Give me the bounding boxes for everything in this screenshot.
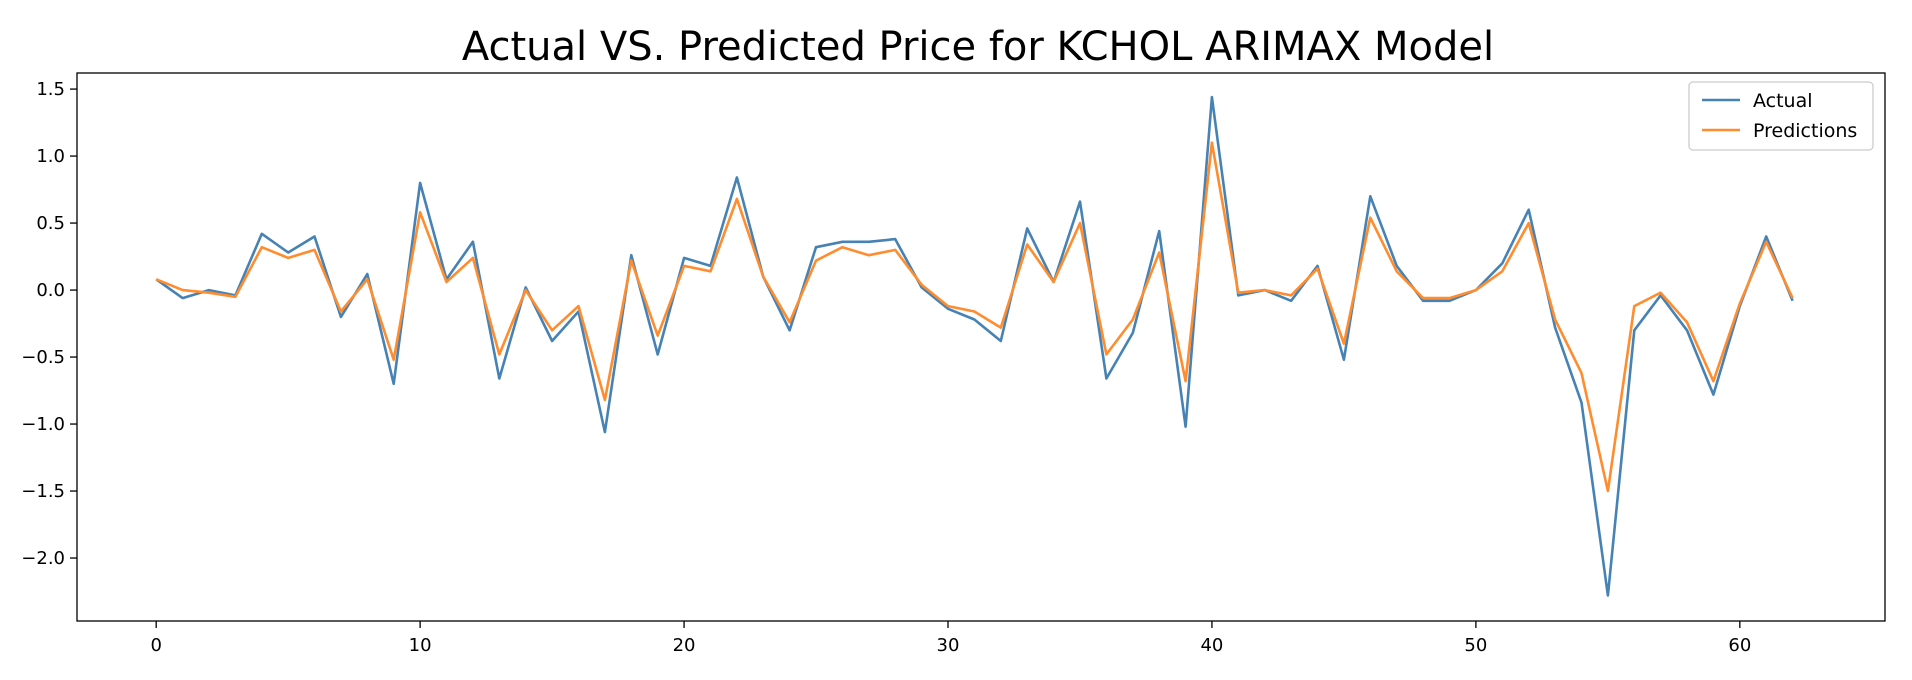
series-line-predictions bbox=[155, 141, 1794, 493]
axis-ticks: 0 10 20 30 40 50 60 1.5 1.0 0.5 0.0 −0.5 −1.0 −1.5 −2.… bbox=[21, 79, 1751, 656]
x-tick-label: 10 bbox=[409, 635, 432, 656]
y-tick-label: 1.0 bbox=[36, 146, 65, 167]
x-tick-label: 0 bbox=[150, 635, 161, 656]
x-tick-label: 40 bbox=[1200, 635, 1223, 656]
x-tick-label: 50 bbox=[1464, 635, 1487, 656]
chart-title: Actual VS. Predicted Price for KCHOL ARI… bbox=[462, 24, 1494, 70]
series-line-actual bbox=[155, 95, 1794, 597]
legend-predictions-label: Predictions bbox=[1753, 120, 1857, 142]
y-tick-label: −1.5 bbox=[21, 481, 65, 502]
y-tick-label: −2.0 bbox=[21, 548, 65, 569]
y-tick-label: 1.5 bbox=[36, 79, 65, 100]
legend: Actual Predictions bbox=[1688, 81, 1874, 151]
legend-actual-label: Actual bbox=[1753, 90, 1813, 112]
x-tick-label: 60 bbox=[1728, 635, 1751, 656]
x-tick-label: 20 bbox=[673, 635, 696, 656]
x-tick-label: 30 bbox=[937, 635, 960, 656]
y-tick-label: 0.0 bbox=[36, 280, 65, 301]
y-tick-label: −0.5 bbox=[21, 347, 65, 368]
y-tick-label: 0.5 bbox=[36, 213, 65, 234]
series-lines bbox=[155, 95, 1794, 597]
y-tick-label: −1.0 bbox=[21, 414, 65, 435]
plot-frame bbox=[76, 72, 1886, 622]
